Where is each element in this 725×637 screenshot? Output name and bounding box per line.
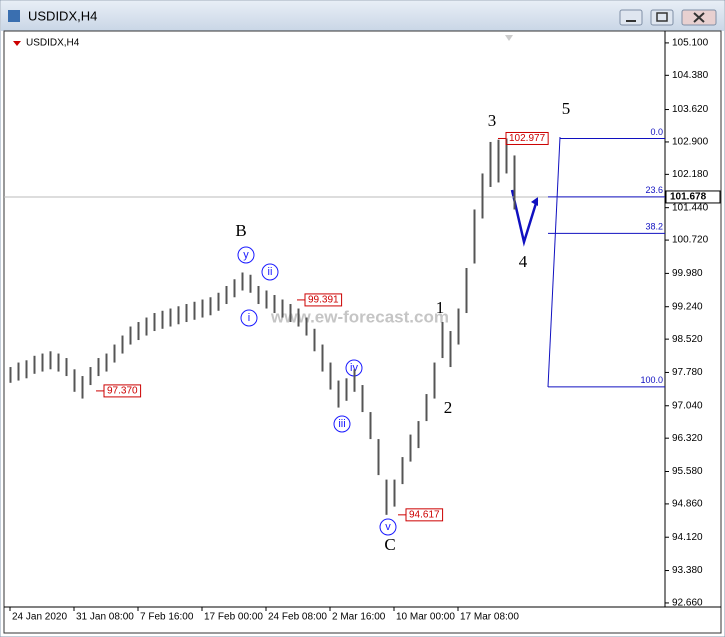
wave-circle <box>333 415 351 433</box>
wave-label: 5 <box>562 99 571 118</box>
price-label: 97.370 <box>107 386 138 397</box>
y-tick-label: 94.860 <box>672 499 703 510</box>
projection-wave5 <box>547 136 561 388</box>
chart-area <box>3 30 722 634</box>
window-title: USDIDX,H4 <box>28 8 97 23</box>
y-tick-label: 102.180 <box>672 169 709 180</box>
symbol-marker <box>13 41 21 46</box>
wave-label: i <box>248 312 250 324</box>
wave-circle <box>237 246 255 264</box>
chart-title: USDIDX,H4 <box>26 38 80 49</box>
projection-arrowhead <box>531 197 538 206</box>
projection <box>510 136 561 388</box>
wave-label: iii <box>338 418 345 430</box>
y-tick-label: 99.980 <box>672 268 703 279</box>
current-price-box <box>665 190 721 204</box>
wave-label: C <box>384 535 395 554</box>
price-label-box <box>103 384 142 398</box>
x-tick-label: 2 Mar 16:00 <box>332 612 386 623</box>
wave-label: 2 <box>444 398 453 417</box>
shift-marker <box>505 35 513 41</box>
maximize-icon <box>656 12 668 22</box>
wave-label: v <box>385 521 391 533</box>
wave-label: 4 <box>519 252 528 271</box>
wave-circle <box>261 263 279 281</box>
price-label-box <box>405 508 444 522</box>
y-tick-label: 101.440 <box>672 202 709 213</box>
current-price-label: 101.678 <box>670 192 707 203</box>
fib-label: 23.6 <box>645 185 663 195</box>
x-tick-label: 10 Mar 00:00 <box>396 612 455 623</box>
fib-label: 38.2 <box>645 222 663 232</box>
y-tick-label: 94.120 <box>672 532 703 543</box>
y-tick-label: 99.240 <box>672 301 703 312</box>
y-tick-label: 100.720 <box>672 235 709 246</box>
price-label-box <box>304 293 343 307</box>
x-tick-label: 7 Feb 16:00 <box>140 612 194 623</box>
wave-label: 3 <box>488 111 497 130</box>
projection-wave4 <box>510 189 539 247</box>
close-icon <box>693 12 705 23</box>
wave-label: 1 <box>436 298 445 317</box>
y-tick-label: 93.380 <box>672 565 703 576</box>
y-tick-label: 105.100 <box>672 38 709 49</box>
x-tick-label: 17 Feb 00:00 <box>204 612 263 623</box>
y-tick-label: 92.660 <box>672 598 703 609</box>
y-tick-label: 103.620 <box>672 104 709 115</box>
wave-labels: B y ii i iv iii v C 1 2 3 4 5 <box>235 99 570 554</box>
y-tick-label: 96.320 <box>672 433 703 444</box>
wave-circle <box>240 309 258 327</box>
wave-circle <box>379 518 397 536</box>
wave-label: B <box>235 221 246 240</box>
wave-label: iv <box>350 362 358 374</box>
y-tick-label: 102.900 <box>672 137 709 148</box>
y-tick-label: 95.580 <box>672 466 703 477</box>
wave-label: y <box>243 249 249 261</box>
y-tick-label: 97.780 <box>672 367 703 378</box>
fib-label: 100.0 <box>640 375 663 385</box>
x-tick-label: 31 Jan 08:00 <box>76 612 134 623</box>
price-label: 99.391 <box>308 295 339 306</box>
window-icon <box>8 10 20 22</box>
x-tick-label: 17 Mar 08:00 <box>460 612 519 623</box>
minimize-button[interactable] <box>619 9 643 26</box>
y-tick-label: 104.380 <box>672 70 709 81</box>
fib-label: 0.0 <box>650 127 663 137</box>
wave-label: ii <box>268 266 273 278</box>
y-tick-label: 97.040 <box>672 400 703 411</box>
price-label-box <box>505 131 549 145</box>
x-tick-label: 24 Jan 2020 <box>12 612 67 623</box>
price-label: 94.617 <box>409 509 440 520</box>
price-label: 102.977 <box>509 133 546 144</box>
y-tick-label: 98.520 <box>672 334 703 345</box>
watermark: www.ew-forecast.com <box>270 307 449 326</box>
title-bar <box>1 1 724 31</box>
x-tick-label: 24 Feb 08:00 <box>268 612 327 623</box>
